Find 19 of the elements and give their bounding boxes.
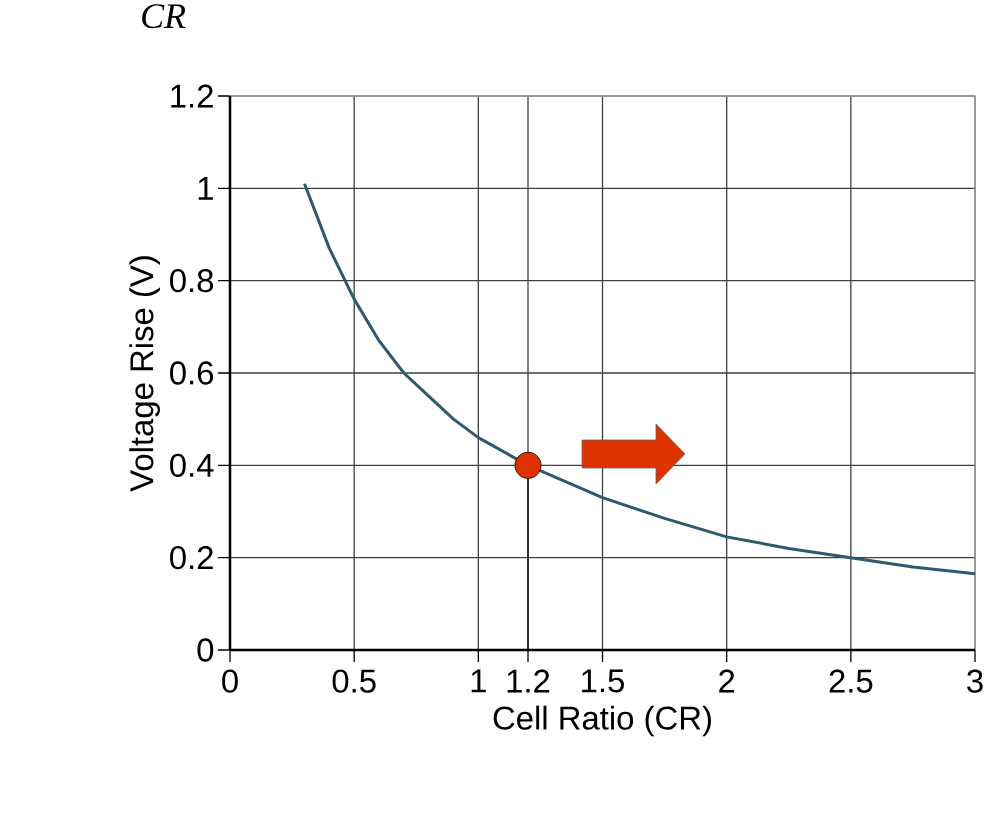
x-axis-title: Cell Ratio (CR) [493,705,711,737]
x-tick-label: 2.5 [829,669,873,693]
x-tick-label: 0.5 [332,669,376,693]
y-tick-label: 0.2 [170,546,213,570]
y-tick-label: 0.6 [170,361,214,385]
x-tick-label: 3 [967,669,983,693]
x-tick-label: 1 [471,669,486,693]
x-tick-label: 1.2 [507,669,550,693]
chart-title: CR [142,4,186,29]
y-axis-title: Voltage Rise (V) [129,256,160,492]
x-tick-label: 0 [222,669,238,693]
y-tick-label: 0 [197,638,214,662]
y-tick-label: 1 [198,177,213,200]
line-series [303,182,977,576]
x-tick-label: 1.5 [582,669,624,693]
x-tick-label: 2 [719,669,735,693]
y-tick-label: 1.2 [171,84,213,108]
y-tick-label: 0.4 [170,453,214,477]
y-tick-label: 0.8 [170,269,214,293]
